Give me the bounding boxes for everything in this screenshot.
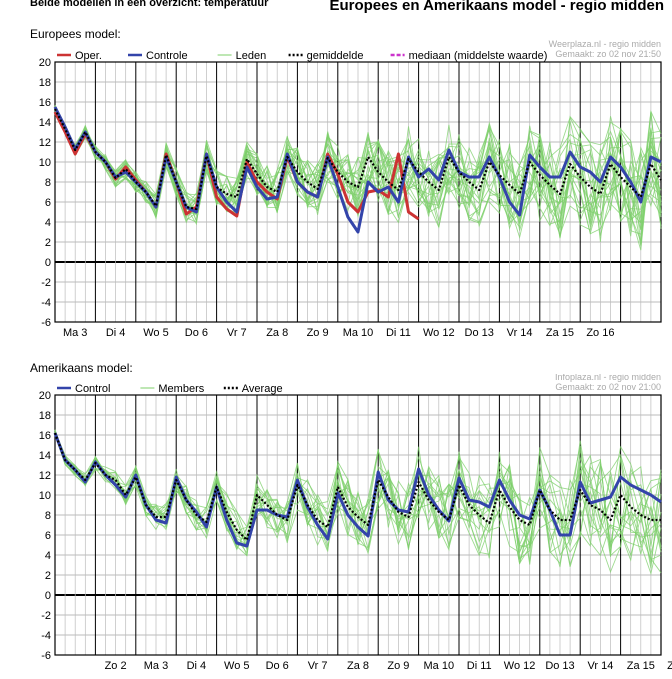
x-tick-label: Do 13 <box>465 327 494 339</box>
member-line <box>54 109 662 245</box>
series-line-mean <box>53 432 661 542</box>
made-label: Gemaakt: zo 02 nov 21:50 <box>555 49 661 59</box>
x-tick-label: Za 15 <box>546 327 574 339</box>
legend-item-control: Control <box>57 383 110 395</box>
y-tick-label: -4 <box>41 297 51 309</box>
legend-item-oper: Oper. <box>57 50 102 62</box>
x-tick-label: Ma 10 <box>343 327 374 339</box>
x-tick-label: Zo 9 <box>307 327 329 339</box>
x-tick-label: Zo 2 <box>105 660 127 672</box>
x-tick-label: Vr 14 <box>587 660 613 672</box>
y-tick-label: 10 <box>39 157 51 169</box>
x-tick-label: Di 11 <box>386 327 411 339</box>
x-tick-label: Wo 5 <box>143 327 168 339</box>
member-line <box>54 434 662 565</box>
x-tick-label: Vr 14 <box>507 327 533 339</box>
x-tick-label: Za 15 <box>627 660 655 672</box>
y-tick-label: 12 <box>39 470 51 482</box>
legend-label-mean: Average <box>242 383 283 395</box>
plot-frame <box>54 61 662 323</box>
x-tick-label: Zo 16 <box>667 660 672 672</box>
member-line <box>54 106 662 242</box>
x-tick-label: Di 4 <box>187 660 207 672</box>
y-tick-label: -2 <box>41 277 51 289</box>
y-tick-label: 2 <box>45 570 51 582</box>
y-tick-label: 8 <box>45 177 51 189</box>
y-tick-label: -4 <box>41 630 51 642</box>
y-tick-label: 14 <box>39 450 51 462</box>
source-label: Weerplaza.nl - regio midden <box>549 40 661 49</box>
x-tick-label: Zo 9 <box>387 660 409 672</box>
x-tick-label: Zo 16 <box>586 327 614 339</box>
legend-label-mean: gemiddelde <box>307 50 364 62</box>
member-line <box>54 432 662 567</box>
y-tick-label: -6 <box>41 317 51 329</box>
x-tick-label: Ma 3 <box>144 660 168 672</box>
legend-label-oper: Oper. <box>75 50 102 62</box>
legend-item-control: Controle <box>128 50 188 62</box>
series-line-control <box>53 106 662 234</box>
legend-label-control: Controle <box>146 50 188 62</box>
series-line-mean <box>54 108 662 211</box>
plot-frame <box>54 394 662 656</box>
x-tick-label: Wo 12 <box>504 660 536 672</box>
x-tick-label: Vr 7 <box>227 327 247 339</box>
legend-label-members: Members <box>158 383 204 395</box>
series-line-control <box>53 432 662 548</box>
y-tick-label: 14 <box>39 117 51 129</box>
legend-item-members: Members <box>140 383 205 395</box>
legend-label-control: Control <box>75 383 110 395</box>
american-section-label: Amerikaans model: <box>30 361 133 375</box>
x-tick-label: Ma 3 <box>63 327 87 339</box>
page-title-right: Europees en Amerikaans model - regio mid… <box>329 0 664 14</box>
legend-item-mean: Average <box>223 383 283 395</box>
page-title-left: Beide modellen in één overzicht: tempera… <box>30 0 269 9</box>
y-tick-label: 4 <box>45 550 51 562</box>
y-tick-label: 4 <box>45 217 51 229</box>
y-tick-label: 0 <box>45 590 51 602</box>
legend-item-mean: gemiddelde <box>288 50 364 62</box>
x-tick-label: Do 13 <box>545 660 574 672</box>
legend-item-members: Leden <box>217 50 267 62</box>
y-tick-label: 6 <box>45 197 51 209</box>
member-line <box>54 434 662 555</box>
x-tick-label: Do 6 <box>266 660 289 672</box>
member-line <box>54 435 662 559</box>
legend-item-median: mediaan (middelste waarde) <box>390 50 548 62</box>
legend-label-members: Leden <box>236 50 267 62</box>
y-tick-label: 2 <box>45 237 51 249</box>
y-tick-label: 16 <box>39 430 51 442</box>
source-label: Infoplaza.nl - regio midden <box>555 374 661 382</box>
y-tick-label: 18 <box>39 410 51 422</box>
x-tick-label: Do 6 <box>185 327 208 339</box>
x-tick-label: Wo 5 <box>224 660 249 672</box>
member-line <box>54 111 662 240</box>
x-tick-label: Vr 7 <box>308 660 328 672</box>
y-tick-label: 16 <box>39 97 51 109</box>
x-tick-label: Wo 12 <box>423 327 455 339</box>
y-tick-label: -6 <box>41 650 51 662</box>
x-tick-label: Di 4 <box>106 327 126 339</box>
y-tick-label: 18 <box>39 77 51 89</box>
y-tick-label: 6 <box>45 530 51 542</box>
y-tick-label: 12 <box>39 137 51 149</box>
y-tick-label: 20 <box>39 390 51 402</box>
y-tick-label: 8 <box>45 510 51 522</box>
x-tick-label: Za 8 <box>347 660 369 672</box>
x-tick-label: Ma 10 <box>424 660 455 672</box>
y-tick-label: -2 <box>41 610 51 622</box>
member-line <box>54 430 662 564</box>
x-tick-label: Za 8 <box>266 327 288 339</box>
european-section-label: Europees model: <box>30 27 121 41</box>
y-tick-label: 0 <box>45 257 51 269</box>
legend-label-median: mediaan (middelste waarde) <box>409 50 548 62</box>
x-tick-label: Di 11 <box>467 660 492 672</box>
y-tick-label: 10 <box>39 490 51 502</box>
y-tick-label: 20 <box>39 57 51 69</box>
made-label: Gemaakt: zo 02 nov 21:00 <box>555 382 661 392</box>
